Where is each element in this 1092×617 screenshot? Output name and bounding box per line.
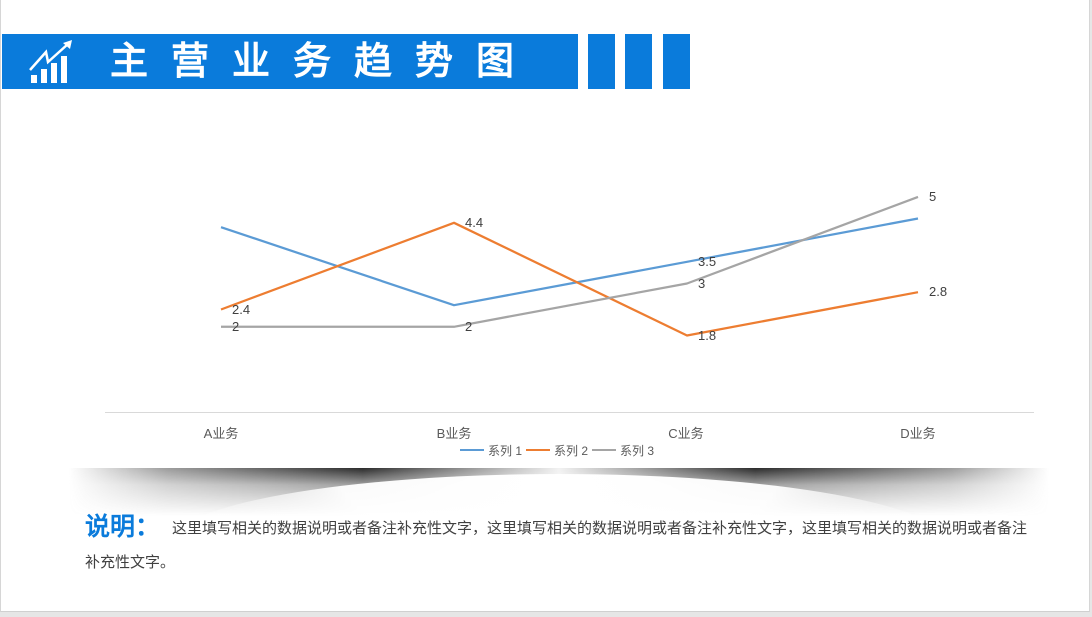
chart-growth-icon: [28, 40, 76, 85]
legend-item-series-1[interactable]: 系列 1: [460, 442, 522, 459]
x-axis-label: A业务: [203, 426, 239, 441]
legend-swatch: [526, 449, 551, 451]
series-line-3: [221, 195, 919, 328]
decorative-bar: [663, 34, 690, 89]
x-axis-label: B业务: [436, 426, 472, 441]
note-text: 这里填写相关的数据说明或者备注补充性文字，这里填写相关的数据说明或者备注补充性文…: [85, 519, 1028, 571]
data-label: 2: [232, 318, 240, 334]
data-label: 3.5: [698, 253, 717, 269]
series-line-1: [220, 217, 919, 307]
note-title: 说明：: [85, 512, 161, 541]
legend-swatch: [592, 449, 617, 451]
data-label: 5: [929, 188, 937, 204]
data-label: 2.4: [232, 301, 251, 317]
title-banner: 主营业务趋势图: [2, 34, 578, 89]
data-label: 4.4: [465, 214, 484, 230]
legend-label: 系列 2: [554, 443, 589, 458]
chart-plot-area: [105, 195, 1034, 413]
page-title: 主营业务趋势图: [110, 39, 538, 83]
legend-swatch: [460, 449, 484, 451]
legend-item-series-3[interactable]: 系列 3: [592, 442, 654, 459]
data-label: 1.8: [698, 327, 717, 343]
data-label: 2.8: [929, 284, 948, 300]
x-axis-label: C业务: [668, 426, 704, 441]
series-line-2: [220, 221, 919, 337]
decorative-shadow: [69, 468, 1049, 516]
legend-label: 系列 1: [488, 443, 523, 458]
note-section: 说明： 这里填写相关的数据说明或者备注补充性文字，这里填写相关的数据说明或者备注补…: [85, 510, 1035, 579]
legend-label: 系列 3: [620, 443, 655, 458]
data-label: 2: [465, 318, 473, 334]
line-chart: A业务 B业务 C业务 D业务 3.5 2.4 4.4 1.8 2.8 2 2 3 5 系列 1…: [1, 0, 1092, 470]
x-axis-label: D业务: [900, 426, 936, 441]
data-label: 3: [698, 275, 706, 291]
chart-legend: 系列 1 系列 2 系列 3: [460, 442, 658, 458]
decorative-bar: [625, 34, 652, 89]
decorative-bar: [588, 34, 615, 89]
legend-item-series-2[interactable]: 系列 2: [526, 442, 588, 459]
